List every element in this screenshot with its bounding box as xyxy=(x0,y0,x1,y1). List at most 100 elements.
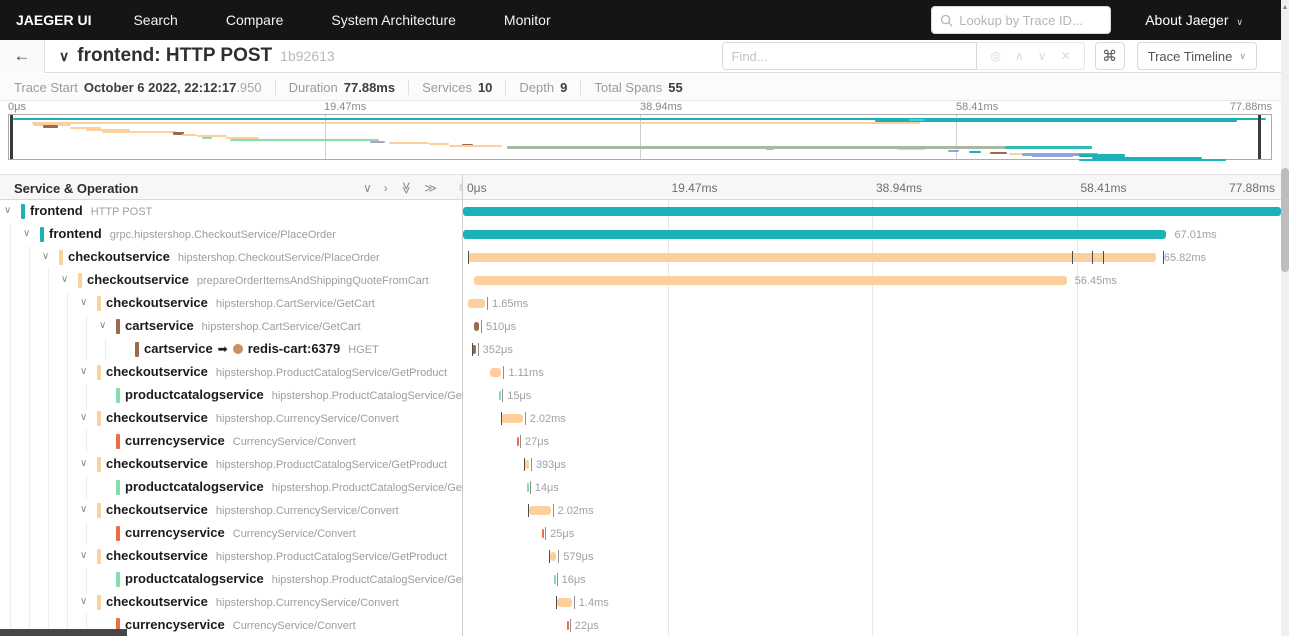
span-bar[interactable] xyxy=(463,207,1281,216)
nav-item-system-architecture[interactable]: System Architecture xyxy=(331,12,456,28)
span-tree-row[interactable]: ∨ checkoutservice hipstershop.CurrencyServ… xyxy=(0,407,462,430)
span-tree-row[interactable]: ∨ cartservice hipstershop.CartService/GetC… xyxy=(0,315,462,338)
about-jaeger-menu[interactable]: About Jaeger ∨ xyxy=(1145,12,1243,28)
vertical-scrollbar-thumb[interactable] xyxy=(1281,168,1289,272)
span-tree-row[interactable]: productcatalogservice hipstershop.Product… xyxy=(0,568,503,591)
span-bar[interactable] xyxy=(498,391,501,400)
row-expand-chevron-icon[interactable]: ∨ xyxy=(42,251,50,262)
scroll-up-arrow-icon[interactable]: ▲ xyxy=(1281,4,1289,11)
minimap-right-handle[interactable] xyxy=(1258,115,1261,159)
span-timeline-row[interactable]: 579μs xyxy=(463,545,1281,568)
span-tree-row[interactable]: ∨ checkoutservice prepareOrderItemsAndShip… xyxy=(0,269,462,292)
span-bar[interactable] xyxy=(556,598,572,607)
span-bar[interactable] xyxy=(463,230,1167,239)
expand-one-icon[interactable]: › xyxy=(383,181,388,195)
row-expand-chevron-icon[interactable]: ∨ xyxy=(80,596,88,607)
column-resize-grip[interactable]: ‖ xyxy=(458,182,463,194)
span-timeline-row[interactable]: 510μs xyxy=(463,315,1281,338)
keyboard-shortcuts-button[interactable]: ⌘ xyxy=(1094,42,1125,70)
trace-lookup-box[interactable] xyxy=(931,6,1112,34)
span-tree-row[interactable]: cartservice ➡ redis-cart:6379 HGET xyxy=(0,338,462,361)
trace-view-select[interactable]: Trace Timeline ∨ xyxy=(1136,42,1257,70)
span-tree-row[interactable]: ∨ checkoutservice hipstershop.ProductCatal… xyxy=(0,545,462,568)
span-bar[interactable] xyxy=(501,414,523,423)
span-tree-row[interactable]: productcatalogservice hipstershop.Product… xyxy=(0,476,503,499)
span-timeline-row[interactable]: 393μs xyxy=(463,453,1281,476)
row-expand-chevron-icon[interactable]: ∨ xyxy=(80,366,88,377)
row-expand-chevron-icon[interactable]: ∨ xyxy=(80,504,88,515)
span-tree-row[interactable]: currencyservice CurrencyService/Convert xyxy=(0,430,462,453)
span-timeline-row[interactable]: 25μs xyxy=(463,522,1281,545)
vertical-scrollbar[interactable]: ▲ xyxy=(1281,0,1289,636)
span-timeline-row[interactable]: 352μs xyxy=(463,338,1281,361)
match-case-icon[interactable]: ◎ xyxy=(990,49,1001,63)
operation-name: hipstershop.CartService/GetCart xyxy=(215,298,375,310)
span-timeline-row[interactable]: 1.4ms xyxy=(463,591,1281,614)
trace-minimap[interactable] xyxy=(8,114,1272,161)
find-input[interactable] xyxy=(731,48,962,64)
collapse-trace-chevron-icon[interactable]: ∨ xyxy=(59,47,70,64)
nav-item-search[interactable]: Search xyxy=(133,12,178,28)
span-timeline-row[interactable]: 2.02ms xyxy=(463,499,1281,522)
span-bar[interactable] xyxy=(471,345,476,354)
row-expand-chevron-icon[interactable]: ∨ xyxy=(23,228,31,239)
span-tree-row[interactable]: productcatalogservice hipstershop.Product… xyxy=(0,384,503,407)
row-expand-chevron-icon[interactable]: ∨ xyxy=(4,205,12,216)
span-bar[interactable] xyxy=(467,253,1156,262)
span-tree-row[interactable]: ∨ checkoutservice hipstershop.ProductCatal… xyxy=(0,453,462,476)
row-expand-chevron-icon[interactable]: ∨ xyxy=(61,274,69,285)
span-tree-row[interactable]: ∨ checkoutservice hipstershop.CurrencyServ… xyxy=(0,591,462,614)
clear-find-icon[interactable]: ✕ xyxy=(1060,49,1071,63)
collapse-one-icon[interactable]: ∨ xyxy=(362,181,372,195)
span-timeline-row[interactable]: 22μs xyxy=(463,614,1281,636)
expand-all-icon[interactable]: ≫ xyxy=(424,181,437,195)
collapse-all-icon[interactable]: ≫ xyxy=(399,181,414,195)
span-timeline-row[interactable]: 16μs xyxy=(463,568,1281,591)
span-tree-row[interactable]: ∨ checkoutservice hipstershop.CartService/… xyxy=(0,292,462,315)
find-box[interactable] xyxy=(722,42,978,70)
span-bar[interactable] xyxy=(566,621,569,630)
row-expand-chevron-icon[interactable]: ∨ xyxy=(80,297,88,308)
app-logo[interactable]: JAEGER UI xyxy=(16,12,92,28)
horizontal-scrollbar-thumb[interactable] xyxy=(0,629,127,636)
row-expand-chevron-icon[interactable]: ∨ xyxy=(80,458,88,469)
span-bar[interactable] xyxy=(467,299,486,308)
span-bar[interactable] xyxy=(473,322,479,331)
nav-item-compare[interactable]: Compare xyxy=(225,12,284,28)
span-timeline-row[interactable]: 2.02ms xyxy=(463,407,1281,430)
trace-lookup-input[interactable] xyxy=(959,12,1100,28)
span-tree-row[interactable]: ∨ checkoutservice hipstershop.ProductCatal… xyxy=(0,361,462,384)
row-expand-chevron-icon[interactable]: ∨ xyxy=(99,320,107,331)
span-timeline-row[interactable]: 65.82ms xyxy=(463,246,1281,269)
span-tree-row[interactable]: ∨ checkoutservice hipstershop.CheckoutServ… xyxy=(0,246,462,269)
span-bar[interactable] xyxy=(489,368,502,377)
row-expand-chevron-icon[interactable]: ∨ xyxy=(80,412,88,423)
span-bar[interactable] xyxy=(473,276,1067,285)
span-bar[interactable] xyxy=(516,437,519,446)
row-expand-chevron-icon[interactable]: ∨ xyxy=(80,550,88,561)
span-bar[interactable] xyxy=(553,575,556,584)
span-bar[interactable] xyxy=(550,552,557,561)
next-result-icon[interactable]: ∨ xyxy=(1037,49,1047,63)
span-timeline-row[interactable] xyxy=(463,200,1281,223)
span-tree-row[interactable]: ∨ frontend grpc.hipstershop.CheckoutServic… xyxy=(0,223,462,246)
span-tree-row[interactable]: ∨ checkoutservice hipstershop.CurrencyServ… xyxy=(0,499,462,522)
prev-result-icon[interactable]: ∧ xyxy=(1014,49,1024,63)
span-timeline-row[interactable]: 15μs xyxy=(463,384,1281,407)
span-timeline-row[interactable]: 1.11ms xyxy=(463,361,1281,384)
nav-item-monitor[interactable]: Monitor xyxy=(503,12,551,28)
span-timeline-row[interactable]: 14μs xyxy=(463,476,1281,499)
span-bar[interactable] xyxy=(526,483,529,492)
span-bar[interactable] xyxy=(529,506,551,515)
span-timeline-row[interactable]: 67.01ms xyxy=(463,223,1281,246)
back-button[interactable]: ← xyxy=(0,39,45,73)
span-timeline-row[interactable]: 1.65ms xyxy=(463,292,1281,315)
span-timeline-row[interactable]: 27μs xyxy=(463,430,1281,453)
span-timeline-row[interactable]: 56.45ms xyxy=(463,269,1281,292)
minimap-left-handle[interactable] xyxy=(10,115,13,159)
span-tree-row[interactable]: ∨ frontend HTTP POST xyxy=(0,200,462,223)
span-tree-row[interactable]: currencyservice CurrencyService/Convert xyxy=(0,614,462,636)
span-bar[interactable] xyxy=(524,460,529,469)
span-tree-row[interactable]: currencyservice CurrencyService/Convert xyxy=(0,522,462,545)
span-bar[interactable] xyxy=(542,529,545,538)
